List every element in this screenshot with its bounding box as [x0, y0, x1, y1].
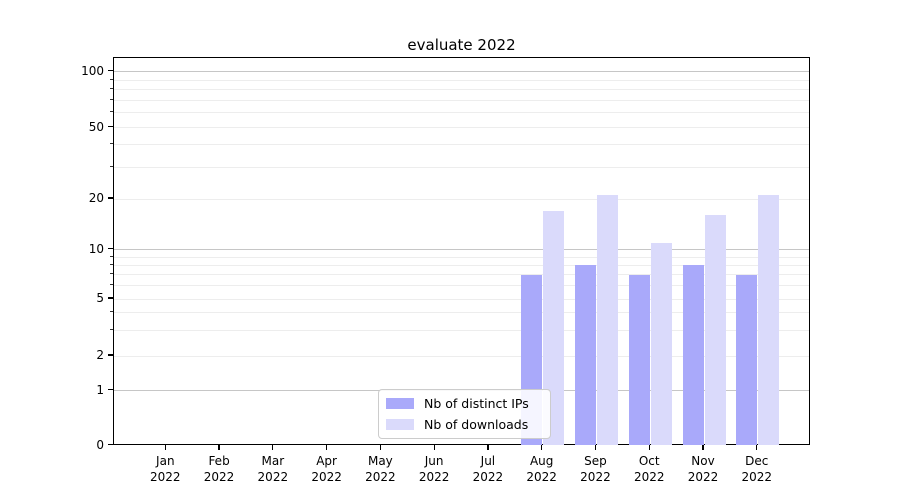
bar-downloads [596, 195, 618, 446]
y-tick-label: 50 [88, 119, 104, 134]
bar-downloads [650, 242, 672, 446]
minor-gridline [114, 256, 809, 258]
y-minor-tick [110, 111, 113, 113]
major-gridline [114, 71, 809, 72]
legend-label-downloads: Nb of downloads [424, 417, 529, 432]
bar-distinct-ips [736, 274, 758, 446]
x-tick [702, 444, 704, 450]
minor-gridline [114, 274, 809, 276]
bar-downloads [704, 215, 726, 446]
x-tick [379, 444, 381, 450]
minor-gridline [114, 89, 809, 91]
x-tick [541, 444, 543, 450]
x-tick-label: Feb 2022 [203, 454, 235, 484]
legend-label-distinct-ips: Nb of distinct IPs [424, 396, 529, 411]
bar-distinct-ips [628, 274, 650, 446]
x-tick-label: Sep 2022 [580, 454, 611, 484]
plot-area: Nb of distinct IPs Nb of downloads [113, 57, 810, 446]
legend: Nb of distinct IPs Nb of downloads [378, 389, 551, 439]
minor-gridline [114, 127, 809, 128]
x-tick [648, 444, 650, 450]
y-minor-tick [110, 273, 113, 275]
minor-gridline [114, 330, 809, 332]
y-minor-tick [110, 88, 113, 90]
major-gridline [114, 249, 809, 250]
y-tick [108, 388, 113, 391]
y-minor-tick [110, 284, 113, 286]
minor-gridline [114, 264, 809, 266]
y-tick-label: 1 [96, 382, 104, 397]
x-tick [433, 444, 435, 450]
x-tick-label: Jan 2022 [150, 454, 181, 484]
minor-gridline [114, 79, 809, 81]
minor-gridline [114, 112, 809, 114]
y-tick-label: 5 [96, 291, 104, 305]
y-tick-label: 20 [88, 191, 104, 205]
minor-gridline [114, 144, 809, 146]
minor-gridline [114, 298, 809, 300]
chart-title: evaluate 2022 [407, 36, 516, 54]
x-tick [272, 444, 274, 450]
y-tick [108, 197, 113, 199]
y-tick-label: 2 [96, 348, 104, 362]
y-minor-tick [110, 329, 113, 331]
y-tick [108, 354, 113, 356]
y-tick-label: 100 [81, 63, 104, 78]
y-minor-tick [110, 255, 113, 257]
y-tick [108, 247, 113, 250]
y-tick-label: 10 [88, 241, 104, 256]
legend-swatch-distinct-ips [386, 398, 414, 409]
x-tick-label: May 2022 [365, 454, 396, 484]
y-minor-tick [110, 311, 113, 313]
y-tick [108, 297, 113, 299]
legend-swatch-downloads [386, 419, 414, 430]
x-tick-label: Jun 2022 [418, 454, 450, 484]
x-tick [326, 444, 328, 450]
x-tick-label: Apr 2022 [311, 454, 342, 484]
y-minor-tick [110, 78, 113, 80]
minor-gridline [114, 355, 809, 357]
legend-item-distinct-ips: Nb of distinct IPs [386, 396, 542, 411]
x-tick [756, 444, 758, 450]
y-tick [108, 443, 113, 446]
bar-distinct-ips [682, 265, 704, 446]
y-minor-tick [110, 98, 113, 100]
minor-gridline [114, 198, 809, 200]
y-tick [108, 69, 113, 72]
bar-downloads [758, 195, 780, 446]
x-tick-label: Jul 2022 [472, 454, 504, 484]
bar-downloads [543, 210, 565, 446]
x-tick [164, 444, 166, 450]
y-minor-tick [110, 263, 113, 265]
y-minor-tick [110, 143, 113, 145]
minor-gridline [114, 99, 809, 101]
minor-gridline [114, 166, 809, 168]
x-tick-label: Oct 2022 [633, 454, 665, 484]
x-tick-label: Dec 2022 [741, 454, 773, 484]
bar-distinct-ips [574, 265, 596, 446]
x-tick-label: Mar 2022 [257, 454, 289, 484]
minor-gridline [114, 285, 809, 287]
y-tick [108, 125, 113, 128]
x-tick [218, 444, 220, 450]
minor-gridline [114, 312, 809, 314]
legend-item-downloads: Nb of downloads [386, 417, 542, 432]
y-minor-tick [110, 165, 113, 167]
x-tick-label: Nov 2022 [687, 454, 719, 484]
y-tick-label: 0 [96, 437, 104, 452]
x-tick [487, 444, 489, 450]
x-tick-label: Aug 2022 [526, 454, 557, 484]
x-tick [594, 444, 597, 450]
